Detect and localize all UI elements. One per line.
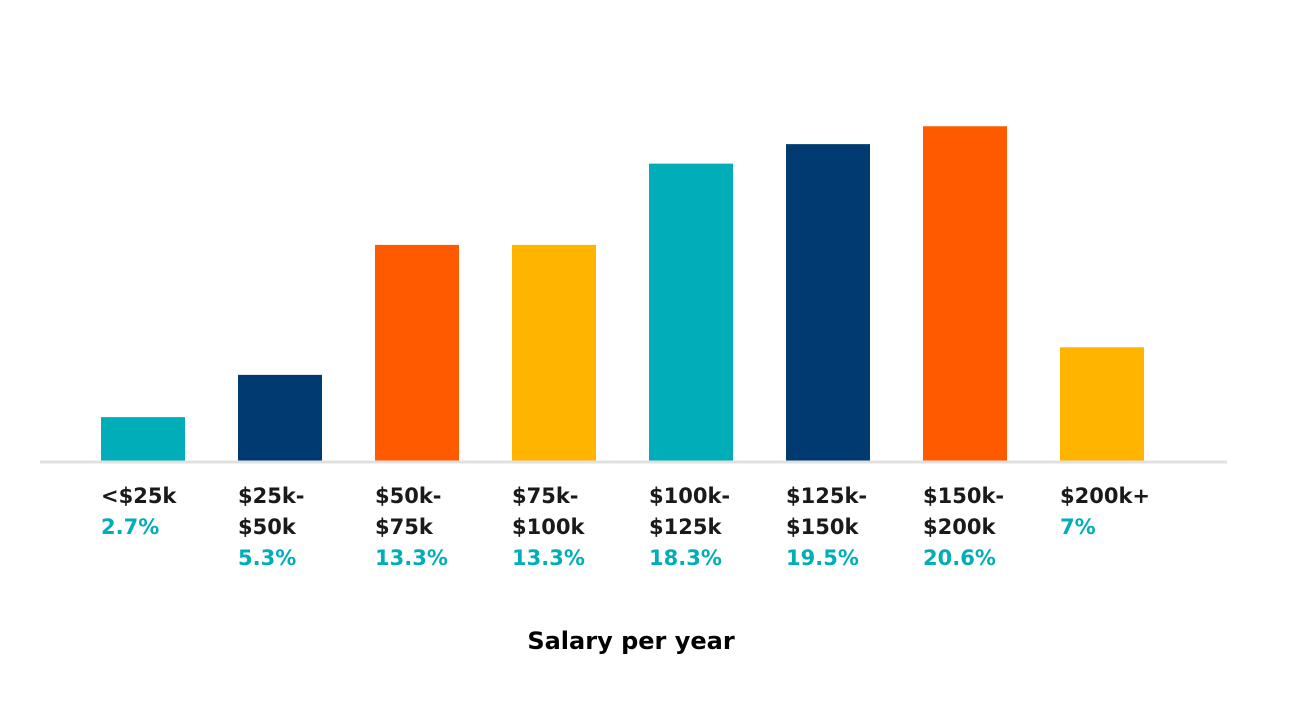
x-tick-label-2-line-1: $25k- (238, 484, 305, 508)
data-label-3: 13.3% (375, 546, 448, 570)
x-tick-labels-group: <$25k $25k- $50k $50k- $75k $75k- $100k $100k- $… (101, 484, 1150, 539)
data-label-4: 13.3% (512, 546, 585, 570)
data-labels-group: 2.7% 5.3% 13.3% 13.3% 18.3% 19.5% 20.6% 7% (101, 515, 1096, 570)
x-tick-label-3-line-2: $75k (375, 515, 434, 539)
bar-4 (512, 244, 596, 461)
bar-3 (375, 244, 459, 461)
x-tick-label-6-line-1: $125k- (786, 484, 867, 508)
x-tick-label-7-line-1: $150k- (923, 484, 1004, 508)
x-tick-label-6-line-2: $150k (786, 515, 859, 539)
x-tick-label-5-line-2: $125k (649, 515, 722, 539)
x-tick-label-5-line-1: $100k- (649, 484, 730, 508)
data-label-1: 2.7% (101, 515, 159, 539)
bar-7 (923, 126, 1007, 461)
data-label-2: 5.3% (238, 546, 296, 570)
x-tick-label-3-line-1: $50k- (375, 484, 442, 508)
x-tick-label-2-line-2: $50k (238, 515, 297, 539)
x-tick-label-8-line-1: $200k+ (1060, 484, 1150, 508)
x-tick-label-4-line-2: $100k (512, 515, 585, 539)
bar-6 (786, 144, 870, 461)
x-tick-label-4-line-1: $75k- (512, 484, 579, 508)
bar-8 (1060, 347, 1144, 461)
bar-2 (238, 374, 322, 461)
x-axis-label: Salary per year (527, 627, 735, 655)
bars-group (101, 126, 1144, 461)
data-label-5: 18.3% (649, 546, 722, 570)
data-label-8: 7% (1060, 515, 1096, 539)
bar-5 (649, 163, 733, 461)
data-label-6: 19.5% (786, 546, 859, 570)
x-tick-label-7-line-2: $200k (923, 515, 996, 539)
data-label-7: 20.6% (923, 546, 996, 570)
bar-1 (101, 417, 185, 461)
x-tick-label-1-line-1: <$25k (101, 484, 177, 508)
